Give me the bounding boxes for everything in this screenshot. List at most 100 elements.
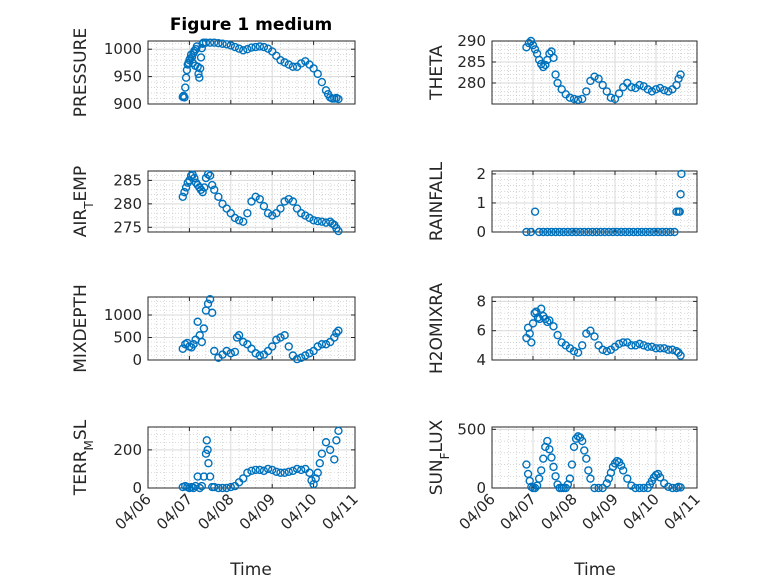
data-point [578, 94, 587, 104]
data-point [676, 351, 685, 360]
data-point [557, 85, 566, 94]
data-point [296, 353, 306, 362]
data-point [616, 461, 626, 470]
data-point [549, 53, 558, 62]
data-point [203, 170, 213, 179]
y-tick-label: 500 [113, 329, 142, 347]
data-point [195, 483, 204, 493]
series-markers [178, 170, 343, 236]
data-point [596, 227, 605, 237]
data-point [251, 192, 260, 202]
data-point [288, 62, 298, 71]
data-point [567, 227, 577, 237]
data-point [522, 460, 531, 469]
data-point [675, 207, 684, 216]
data-point [234, 216, 244, 225]
data-point [539, 454, 548, 463]
data-point [207, 180, 217, 190]
data-point [610, 94, 620, 104]
data-point [251, 42, 260, 52]
data-point [543, 227, 552, 237]
data-point [334, 94, 343, 104]
data-point [553, 330, 562, 340]
data-point [309, 64, 318, 73]
data-point [296, 465, 306, 475]
axes-box [491, 40, 698, 105]
series-markers [522, 432, 685, 493]
data-point [522, 227, 531, 237]
data-point [180, 187, 189, 197]
y-tick-label: 285 [457, 53, 486, 71]
data-point [635, 80, 644, 90]
data-point [301, 351, 310, 360]
data-point [210, 482, 219, 492]
data-point [203, 445, 212, 455]
data-point [193, 317, 202, 326]
data-point [537, 304, 546, 313]
data-point [527, 338, 536, 347]
data-point [197, 43, 207, 53]
data-point [588, 227, 597, 237]
data-point [526, 227, 536, 237]
data-point [594, 483, 603, 493]
data-point [677, 169, 686, 179]
y-tick-label: 1000 [104, 40, 142, 58]
data-point [305, 468, 314, 477]
data-point [537, 466, 546, 475]
data-point [195, 73, 204, 82]
y-tick-label: 4 [476, 351, 486, 369]
data-point [201, 449, 211, 458]
data-point [189, 340, 198, 349]
data-point [243, 468, 252, 477]
data-point [276, 468, 285, 477]
data-point [567, 460, 577, 469]
data-point [222, 483, 231, 493]
data-point [598, 483, 607, 493]
data-point [272, 51, 281, 60]
data-point [641, 227, 650, 237]
data-point [575, 227, 585, 237]
y-tick-label: 280 [457, 74, 486, 92]
data-point [284, 467, 293, 476]
data-point [619, 466, 628, 475]
data-point [545, 445, 554, 454]
y-tick-label: 2 [476, 165, 486, 183]
data-point [210, 185, 219, 194]
data-point [198, 187, 207, 197]
data-point [276, 333, 285, 342]
data-point [247, 43, 256, 52]
data-point [205, 295, 215, 304]
data-point [580, 446, 589, 455]
data-point [653, 227, 663, 237]
data-point [676, 70, 685, 79]
data-point [255, 42, 264, 51]
data-point [578, 436, 587, 446]
subplot-theta: 280 285 290 THETA [427, 32, 698, 105]
data-point [534, 55, 544, 65]
data-point [305, 349, 314, 358]
data-point [666, 227, 675, 237]
data-point [545, 316, 554, 325]
data-point [313, 217, 322, 226]
data-point [296, 59, 306, 68]
data-point [263, 346, 273, 356]
data-point [239, 46, 248, 55]
y-tick-label: 500 [457, 420, 486, 438]
data-point [549, 322, 558, 331]
data-point [305, 213, 314, 223]
subplot-rainfall: 0 1 2 RAINFALL [427, 161, 698, 241]
data-point [616, 227, 626, 237]
y-tick-label: 1 [476, 194, 486, 212]
data-point [317, 217, 327, 226]
data-point [647, 87, 657, 96]
data-point [619, 338, 628, 347]
data-point [334, 326, 343, 335]
data-point [280, 468, 289, 477]
data-point [301, 211, 310, 220]
data-point [551, 70, 560, 79]
data-point [534, 227, 544, 237]
data-point [210, 346, 219, 356]
data-point [214, 38, 223, 48]
